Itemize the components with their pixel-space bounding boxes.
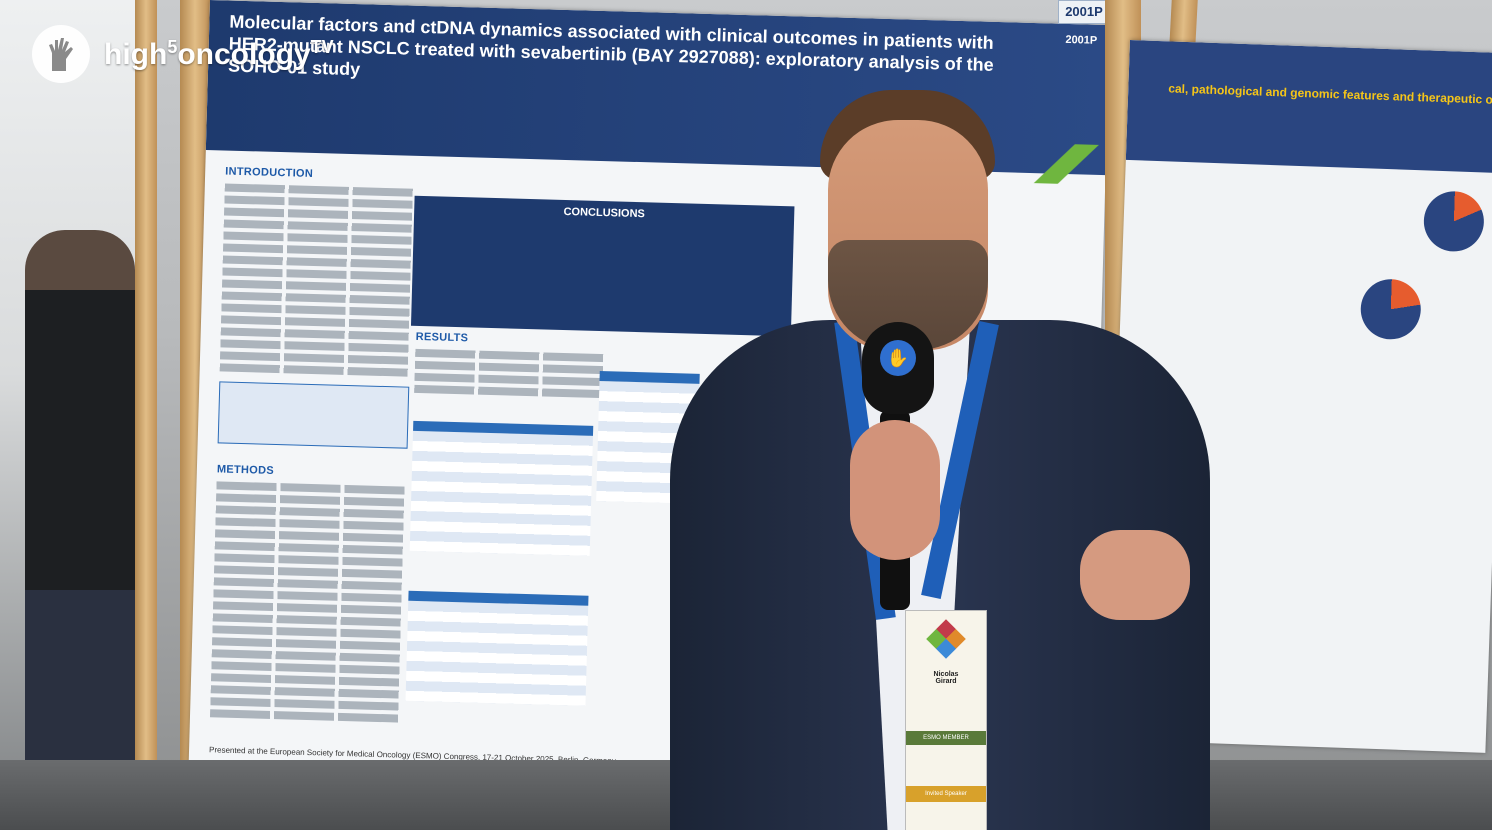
microphone-icon: ✋ [862, 322, 934, 414]
poster-title: Molecular factors and ctDNA dynamics ass… [227, 11, 995, 80]
hand-logo-icon [32, 25, 90, 83]
conference-name-badge: Nicolas Girard ESMO MEMBER Invited Speak… [905, 610, 987, 830]
badge-logo-icon [926, 619, 966, 659]
results-table-2 [405, 590, 589, 706]
section-heading-methods: METHODS [216, 463, 275, 477]
channel-logo-text: high5oncologyTV [104, 37, 334, 72]
poster-column-results: RESULTS [414, 331, 606, 402]
channel-logo: high5oncologyTV [32, 25, 334, 83]
study-design-figure [217, 381, 410, 449]
badge-invited-ribbon: Invited Speaker [906, 786, 986, 802]
speaker-person: Nicolas Girard ESMO MEMBER Invited Speak… [650, 90, 1220, 830]
hand-holding-mic [850, 420, 940, 560]
hand-glyph-icon [49, 38, 73, 71]
poster-board-number: 2001P [1058, 0, 1110, 24]
background-attendee [25, 230, 135, 830]
badge-name: Nicolas Girard [906, 671, 986, 685]
results-table-1 [409, 420, 594, 556]
poster-id: 2001P [1065, 33, 1098, 47]
logo-suffix: oncology [177, 37, 311, 71]
logo-tv: TV [310, 36, 334, 57]
badge-last-name: Girard [935, 678, 957, 685]
mic-flag-logo-icon: ✋ [880, 340, 916, 376]
wooden-frame-left [135, 0, 157, 830]
poster-column-left: INTRODUCTION METHODS [209, 165, 415, 726]
logo-prefix: high [104, 37, 168, 71]
section-heading-introduction: INTRODUCTION [225, 165, 314, 180]
gesturing-hand [1080, 530, 1190, 620]
badge-member-ribbon: ESMO MEMBER [906, 731, 986, 745]
section-heading-results: RESULTS [415, 330, 469, 345]
pie-chart-icon [1359, 278, 1422, 341]
pie-chart-icon [1422, 190, 1485, 253]
badge-first-name: Nicolas [933, 671, 959, 678]
logo-superscript: 5 [167, 36, 178, 57]
